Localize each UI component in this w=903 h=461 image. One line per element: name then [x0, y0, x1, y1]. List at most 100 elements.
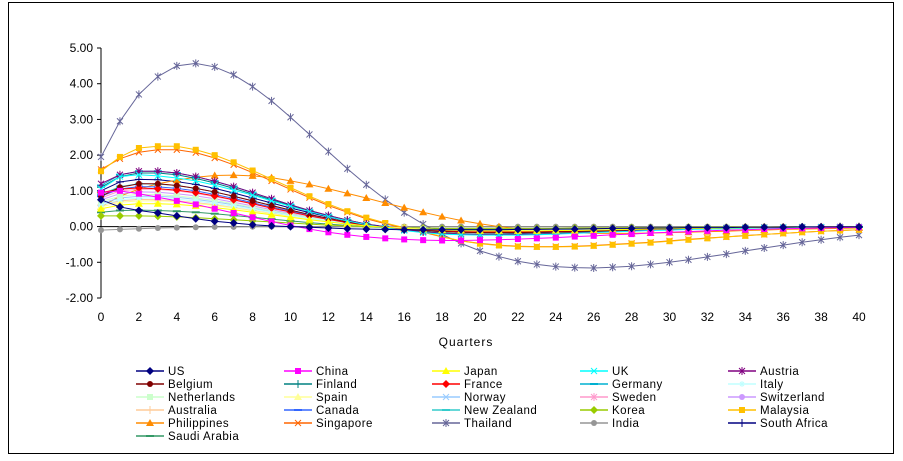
- data-point: [172, 200, 181, 208]
- data-point: [116, 226, 123, 233]
- data-point: [382, 235, 389, 242]
- data-point: [344, 208, 351, 215]
- data-point: [134, 206, 143, 215]
- data-point: [97, 211, 105, 220]
- data-point: [173, 192, 180, 199]
- legend-label: Spain: [316, 392, 348, 404]
- data-point: [684, 223, 693, 232]
- legend-item: Philippines: [136, 418, 229, 430]
- data-point: [647, 260, 654, 269]
- data-point: [514, 257, 522, 266]
- data-point: [154, 180, 161, 187]
- data-point: [324, 217, 333, 225]
- x-tick-label: 0: [98, 310, 105, 324]
- data-point: [666, 238, 673, 245]
- data-point: [249, 197, 256, 204]
- y-tick-label: -2.00: [66, 291, 94, 305]
- legend-label: Malaysia: [760, 405, 809, 417]
- series-us: [97, 195, 863, 234]
- y-tick-label: -1.00: [66, 255, 94, 269]
- data-point: [249, 167, 256, 174]
- y-tick-label: 3.00: [70, 112, 94, 126]
- legend-label: Australia: [168, 405, 217, 417]
- data-point: [836, 222, 845, 231]
- data-point: [154, 72, 162, 81]
- data-point: [154, 172, 162, 180]
- x-tick-label: 14: [360, 310, 374, 324]
- data-point: [704, 252, 711, 261]
- data-point: [779, 241, 787, 250]
- legend-marker: [146, 367, 154, 375]
- data-point: [135, 190, 142, 197]
- data-point: [192, 177, 200, 185]
- data-point: [135, 195, 142, 201]
- legend-marker: [146, 406, 154, 414]
- data-point: [325, 229, 332, 236]
- data-point: [268, 218, 275, 225]
- legend-item: Korea: [580, 405, 645, 417]
- data-point: [722, 250, 730, 259]
- data-point: [192, 146, 199, 153]
- data-point: [570, 225, 579, 234]
- data-point: [458, 237, 465, 244]
- data-point: [211, 200, 218, 207]
- data-point: [476, 246, 484, 255]
- data-point: [192, 59, 200, 68]
- legend-label: Norway: [464, 392, 506, 404]
- legend-item: US: [136, 366, 184, 378]
- data-point: [172, 176, 181, 184]
- data-point: [134, 184, 143, 192]
- legend-marker: [738, 367, 746, 375]
- legend-item: Netherlands: [136, 392, 235, 404]
- data-point: [116, 117, 124, 126]
- data-point: [306, 208, 313, 215]
- legend-marker: [590, 406, 598, 414]
- data-point: [836, 233, 844, 242]
- data-point: [173, 174, 181, 182]
- data-point: [723, 233, 730, 240]
- legend-item: Singapore: [284, 418, 372, 430]
- data-point: [116, 196, 123, 203]
- data-point: [230, 70, 238, 79]
- data-point: [286, 176, 295, 184]
- x-tick-label: 38: [814, 310, 828, 324]
- data-point: [211, 223, 218, 230]
- legend-marker: [294, 393, 302, 400]
- data-point: [363, 233, 370, 240]
- x-tick-label: 2: [136, 310, 143, 324]
- data-point: [381, 199, 390, 206]
- data-point: [514, 243, 521, 250]
- data-point: [362, 180, 370, 189]
- data-point: [571, 263, 579, 272]
- legend-item: China: [284, 366, 348, 378]
- y-tick-label: 4.00: [70, 77, 94, 91]
- data-point: [590, 232, 597, 239]
- data-point: [286, 222, 295, 231]
- legend-item: Canada: [284, 405, 359, 417]
- data-point: [248, 208, 257, 216]
- data-point: [192, 201, 199, 208]
- data-point: [192, 185, 199, 192]
- legend-marker: [442, 393, 450, 401]
- data-point: [647, 230, 654, 236]
- legend-item: Norway: [432, 392, 506, 404]
- legend-item: Malaysia: [728, 405, 809, 417]
- data-point: [457, 216, 466, 224]
- x-tick-label: 12: [322, 310, 336, 324]
- data-point: [172, 186, 181, 195]
- data-point: [741, 223, 750, 232]
- data-point: [439, 237, 446, 244]
- legend-item: Germany: [580, 379, 662, 391]
- legend-item: Saudi Arabia: [136, 431, 239, 443]
- data-point: [98, 189, 104, 196]
- legend-item: South Africa: [728, 418, 828, 430]
- data-point: [704, 235, 711, 242]
- data-point: [98, 227, 104, 234]
- data-point: [135, 225, 142, 232]
- plot-area: [97, 59, 863, 272]
- series-thailand: [97, 59, 863, 272]
- data-point: [173, 197, 180, 204]
- data-point: [191, 214, 200, 223]
